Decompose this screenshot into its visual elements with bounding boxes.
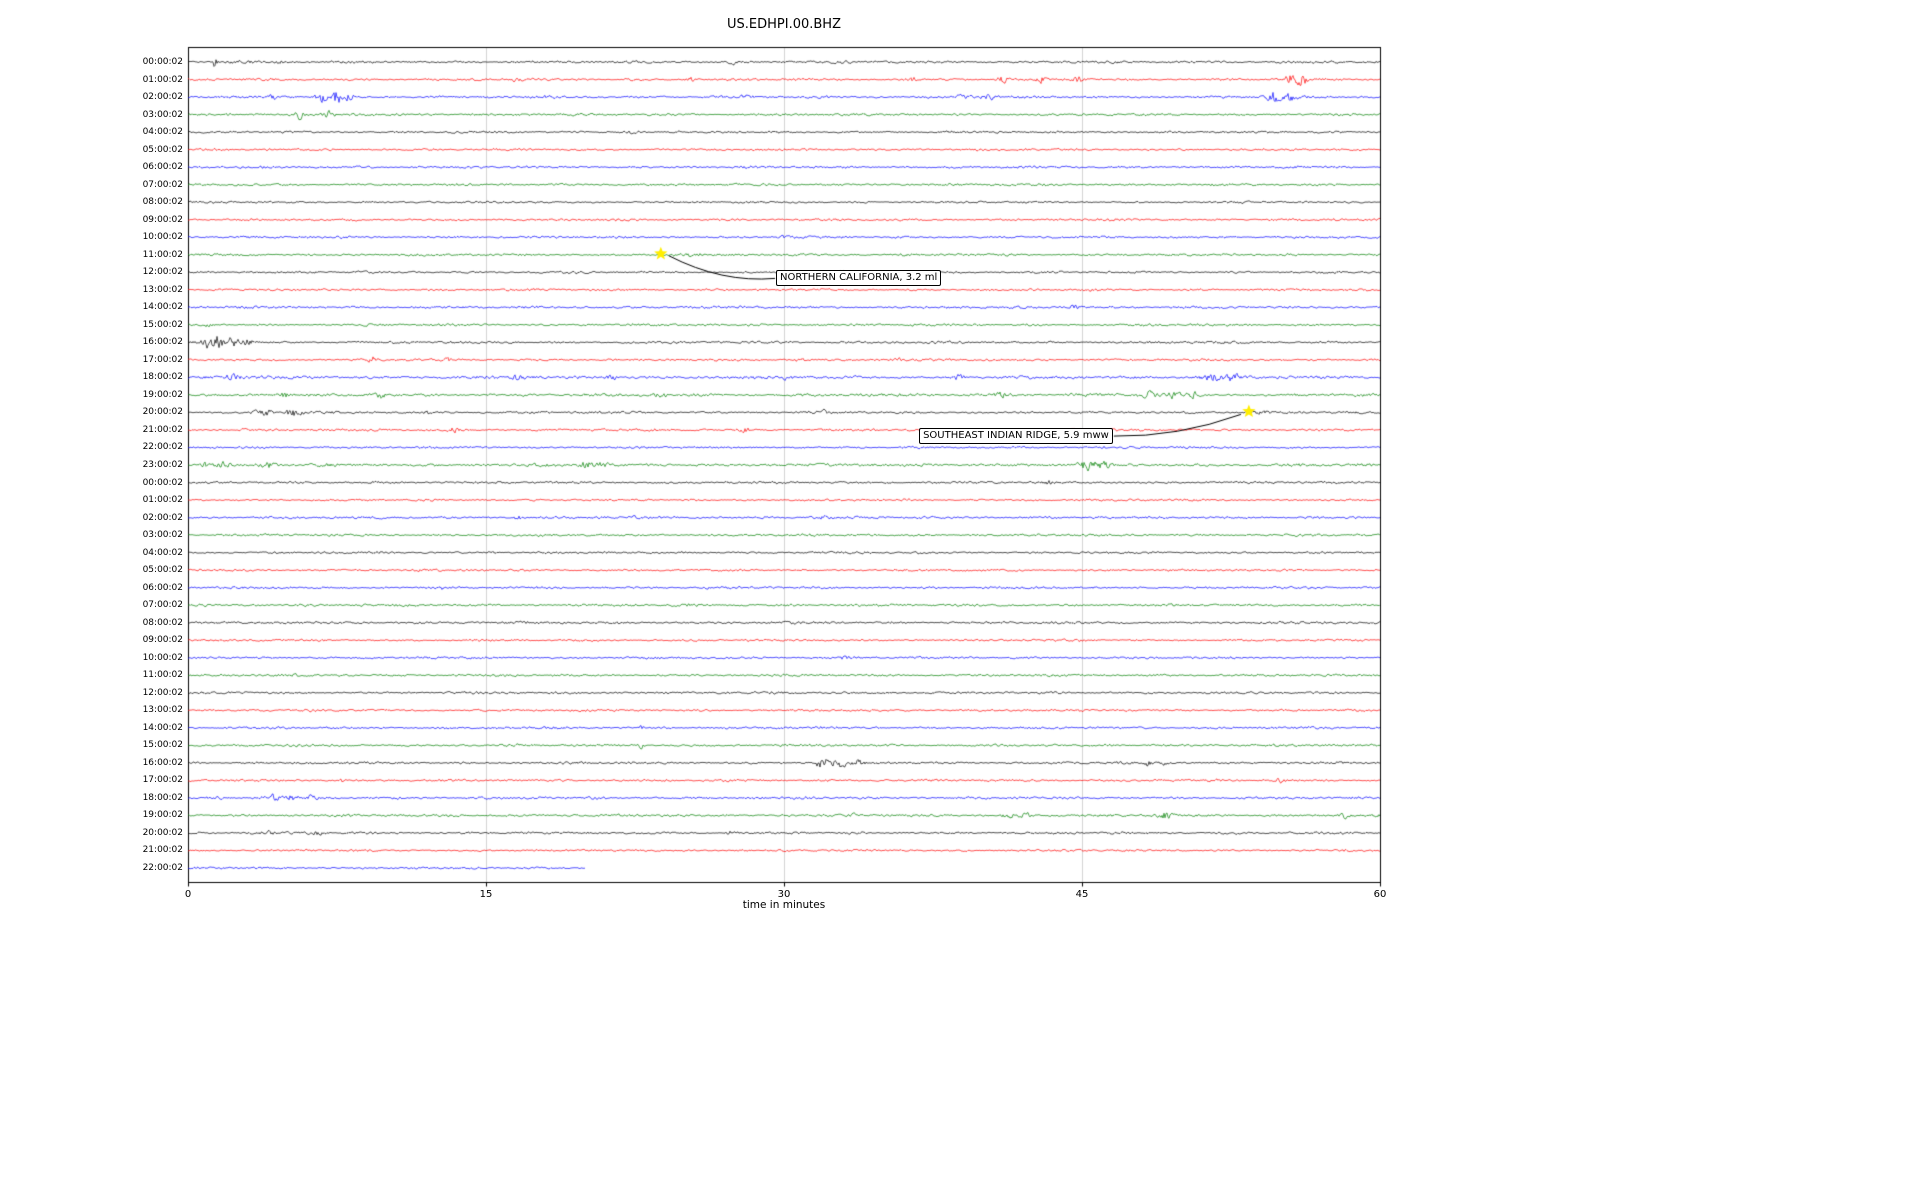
trace-time-label: 02:00:02 bbox=[142, 512, 183, 523]
trace-time-label: 05:00:02 bbox=[142, 565, 183, 576]
trace-time-label: 06:00:02 bbox=[142, 582, 183, 593]
event-annotation-southeast-indian-ridge: SOUTHEAST INDIAN RIDGE, 5.9 mww bbox=[919, 428, 1113, 445]
trace-time-label: 18:00:02 bbox=[142, 372, 183, 383]
x-tick-label: 45 bbox=[1075, 889, 1089, 900]
trace-time-label: 10:00:02 bbox=[142, 652, 183, 663]
trace-time-label: 16:00:02 bbox=[142, 757, 183, 768]
trace-time-label: 12:00:02 bbox=[142, 267, 183, 278]
trace-time-label: 08:00:02 bbox=[142, 197, 183, 208]
trace-time-label: 07:00:02 bbox=[142, 600, 183, 611]
trace-time-label: 17:00:02 bbox=[142, 354, 183, 365]
trace-time-label: 14:00:02 bbox=[142, 722, 183, 733]
trace-time-label: 01:00:02 bbox=[142, 74, 183, 85]
trace-time-label: 22:00:02 bbox=[142, 442, 183, 453]
trace-time-label: 13:00:02 bbox=[142, 284, 183, 295]
trace-time-label: 22:00:02 bbox=[142, 863, 183, 873]
trace-time-label: 07:00:02 bbox=[142, 179, 183, 190]
trace-time-label: 23:00:02 bbox=[142, 460, 183, 470]
trace-time-label: 01:00:02 bbox=[142, 495, 183, 506]
trace-time-label: 10:00:02 bbox=[142, 232, 183, 243]
trace-time-label: 09:00:02 bbox=[142, 635, 183, 646]
trace-time-label: 11:00:02 bbox=[142, 670, 183, 681]
x-tick-label: 60 bbox=[1373, 889, 1387, 900]
trace-time-label: 19:00:02 bbox=[142, 810, 183, 821]
trace-time-label: 15:00:02 bbox=[142, 740, 183, 751]
trace-time-label: 13:00:02 bbox=[142, 705, 183, 716]
trace-time-label: 15:00:02 bbox=[142, 319, 183, 330]
trace-time-label: 21:00:02 bbox=[142, 424, 183, 435]
trace-time-label: 03:00:02 bbox=[142, 530, 183, 541]
x-tick-label: 15 bbox=[479, 889, 493, 900]
trace-time-label: 08:00:02 bbox=[142, 617, 183, 628]
trace-time-label: 02:00:02 bbox=[142, 92, 183, 103]
trace-time-label: 06:00:02 bbox=[142, 162, 183, 173]
x-tick-label: 0 bbox=[184, 889, 192, 900]
chart-title: US.EDHPI.00.BHZ bbox=[727, 17, 841, 32]
trace-time-label: 17:00:02 bbox=[142, 775, 183, 786]
trace-time-label: 19:00:02 bbox=[142, 389, 183, 400]
trace-time-label: 00:00:02 bbox=[142, 57, 183, 67]
trace-time-label: 05:00:02 bbox=[142, 144, 183, 155]
trace-time-label: 11:00:02 bbox=[142, 249, 183, 260]
trace-time-label: 04:00:02 bbox=[142, 127, 183, 138]
trace-time-label: 16:00:02 bbox=[142, 337, 183, 348]
trace-time-label: 12:00:02 bbox=[142, 687, 183, 698]
trace-time-label: 21:00:02 bbox=[142, 845, 183, 856]
trace-time-label: 20:00:02 bbox=[142, 827, 183, 838]
trace-time-label: 04:00:02 bbox=[142, 547, 183, 558]
trace-time-label: 00:00:02 bbox=[142, 477, 183, 488]
trace-time-label: 14:00:02 bbox=[142, 302, 183, 313]
trace-time-label: 09:00:02 bbox=[142, 214, 183, 225]
event-annotation-northern-california: NORTHERN CALIFORNIA, 3.2 ml bbox=[776, 270, 942, 287]
trace-time-label: 03:00:02 bbox=[142, 109, 183, 120]
x-axis-label: time in minutes bbox=[742, 899, 826, 911]
x-tick-label: 30 bbox=[777, 889, 791, 900]
trace-time-label: 20:00:02 bbox=[142, 407, 183, 418]
trace-time-label: 18:00:02 bbox=[142, 792, 183, 803]
